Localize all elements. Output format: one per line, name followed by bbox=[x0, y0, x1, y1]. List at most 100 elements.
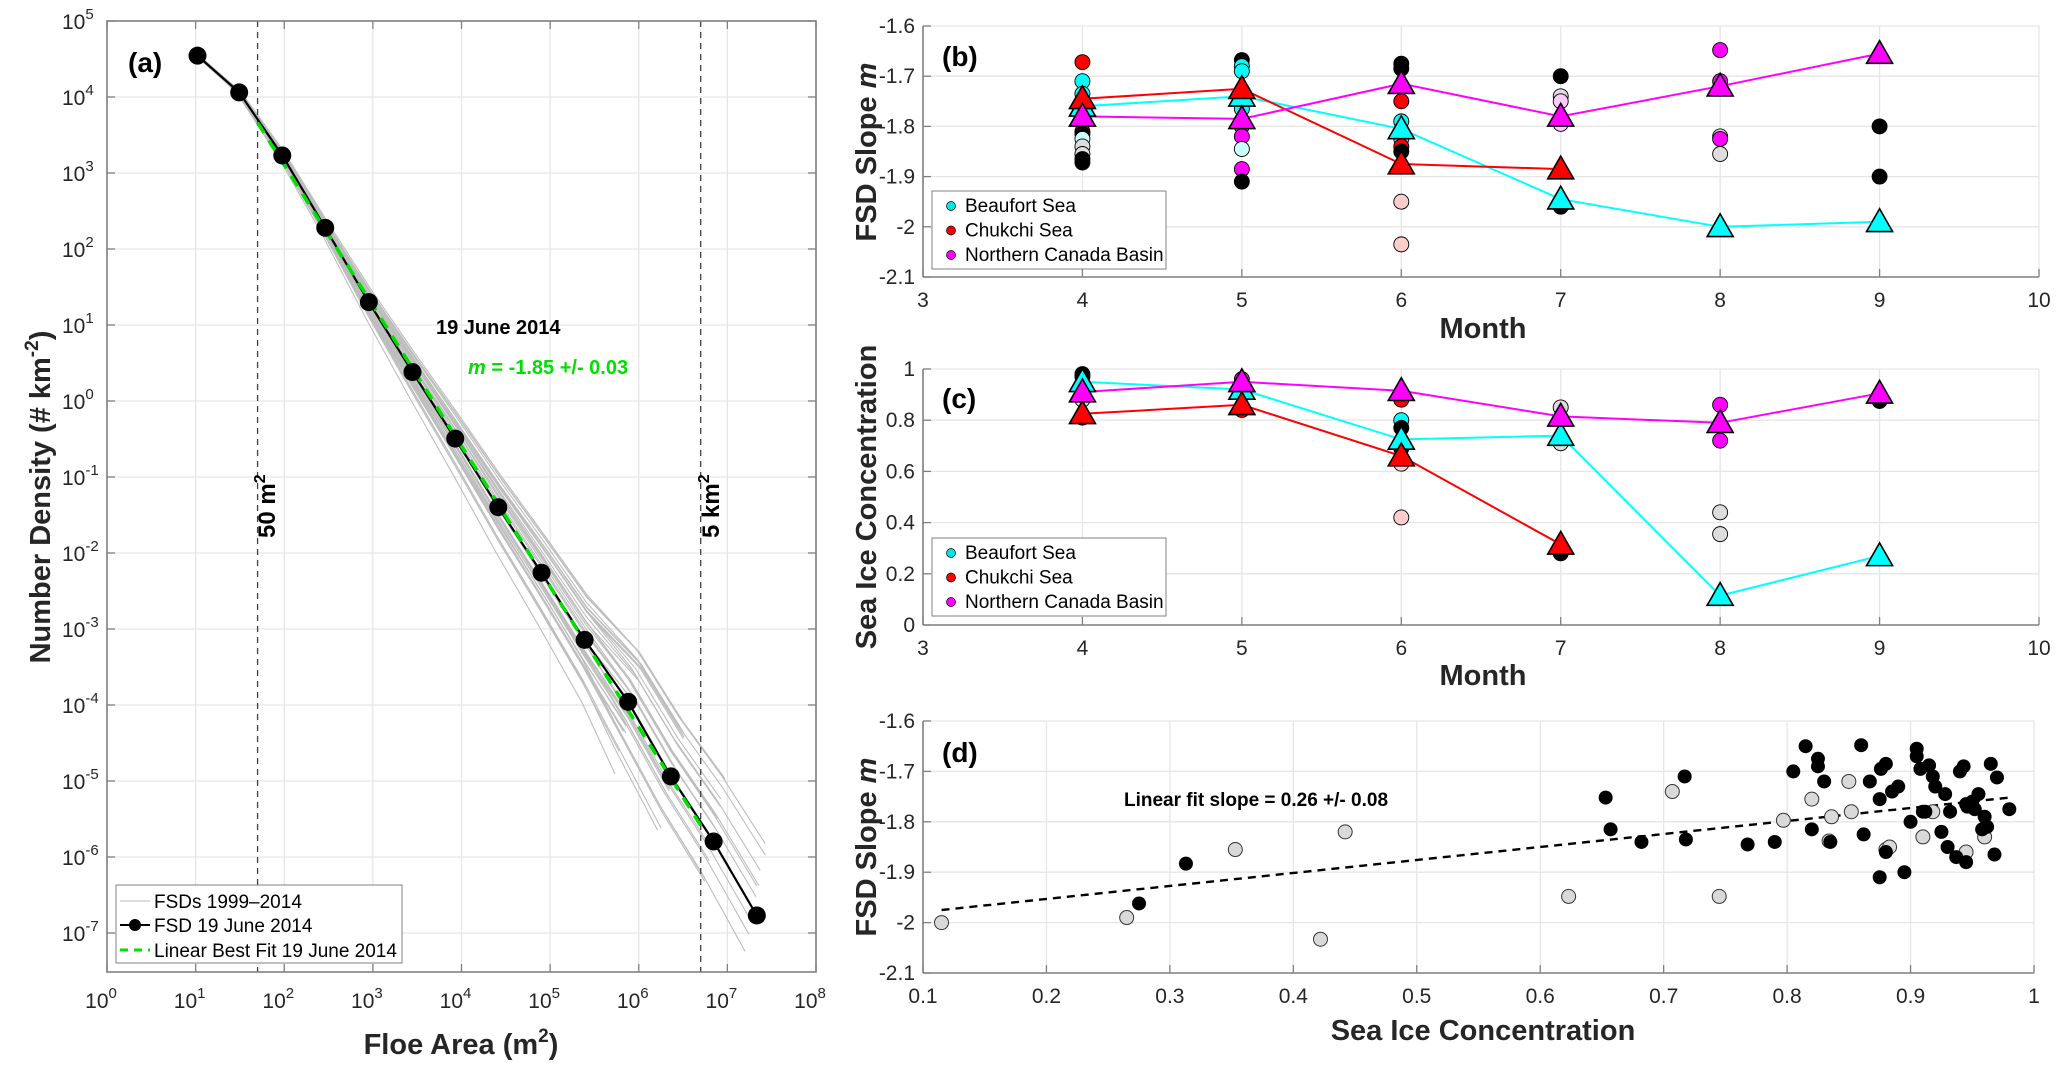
scatter-point-black bbox=[1786, 764, 1801, 779]
tick-label-x: 105 bbox=[528, 985, 560, 1013]
background-fsd-line bbox=[199, 58, 726, 779]
background-fsd-line bbox=[196, 54, 670, 792]
scatter-point-gray bbox=[1337, 824, 1353, 840]
b-legend: Beaufort Sea Chukchi Sea Northern Canada B… bbox=[931, 190, 1167, 270]
series-line bbox=[1082, 380, 1880, 424]
series-triangle-marker bbox=[1865, 541, 1894, 567]
a-legend-item-0: FSDs 1999–2014 bbox=[154, 892, 302, 913]
series-triangle-marker bbox=[1068, 377, 1097, 403]
legend-item-label: Beaufort Sea bbox=[965, 196, 1076, 217]
scatter-point-black bbox=[1872, 792, 1887, 807]
tick-label-x: 10 bbox=[2027, 289, 2050, 312]
series-triangle-marker bbox=[1546, 184, 1576, 210]
tick-label-y: -2 bbox=[896, 912, 915, 935]
upper-cutoff-text: 5 km bbox=[698, 483, 725, 538]
scatter-point-gray bbox=[1804, 791, 1820, 807]
a-axes: 100 101 102 103 104 105 106 107 10810-710-610-51… bbox=[62, 6, 826, 1013]
tick-label-y: 10-3 bbox=[62, 614, 99, 642]
tick-label-x: 0.3 bbox=[1155, 985, 1184, 1008]
legend-marker-icon bbox=[946, 250, 956, 260]
series-line bbox=[1082, 403, 1562, 546]
legend-item-label: Beaufort Sea bbox=[965, 543, 1076, 564]
tick-exponent: 4 bbox=[463, 985, 471, 1002]
monthly-point bbox=[1712, 130, 1729, 147]
panel-a-label: (a) bbox=[128, 47, 162, 78]
tick-exponent: -5 bbox=[85, 766, 98, 783]
tick-exponent: 4 bbox=[85, 82, 93, 99]
background-fsd-line bbox=[195, 52, 620, 752]
tick-label-x: 8 bbox=[1714, 289, 1726, 312]
tick-label-x: 3 bbox=[917, 637, 929, 660]
background-fsd-line bbox=[194, 51, 616, 774]
scatter-point-black bbox=[1798, 739, 1813, 754]
a-xlabel-sup: 2 bbox=[538, 1026, 549, 1047]
tick-label-x: 8 bbox=[1714, 637, 1726, 660]
b-ylabel-italic: m bbox=[851, 63, 883, 89]
monthly-point bbox=[1712, 526, 1729, 543]
tick-label-y: -1.9 bbox=[879, 166, 915, 189]
a-ylabel-text: Number Density (# km bbox=[25, 357, 57, 663]
scatter-point-gray bbox=[1664, 784, 1680, 800]
scatter-point-black bbox=[1677, 769, 1692, 784]
a-ylabel: Number Density (# km-2) bbox=[22, 331, 57, 664]
tick-label-x: 0.8 bbox=[1773, 985, 1802, 1008]
tick-label-y: -1.7 bbox=[879, 65, 915, 88]
d-series bbox=[934, 738, 2017, 947]
series-line bbox=[1082, 87, 1561, 171]
scatter-point-black bbox=[1132, 896, 1147, 911]
tick-label-y: -2.1 bbox=[879, 962, 915, 985]
series-triangle-marker bbox=[1386, 376, 1416, 402]
tick-label-y: 0.4 bbox=[886, 512, 916, 535]
fsd-point bbox=[446, 429, 465, 448]
tick-exponent: -7 bbox=[85, 918, 98, 935]
background-fsd-line bbox=[196, 54, 627, 734]
fsd-point bbox=[704, 832, 723, 851]
fsd-point bbox=[359, 293, 378, 312]
tick-label-x: 0.5 bbox=[1402, 985, 1431, 1008]
series-triangle-marker bbox=[1546, 529, 1576, 555]
tick-label-x: 0.6 bbox=[1526, 985, 1555, 1008]
tick-exponent: 3 bbox=[374, 985, 382, 1002]
background-fsd-line bbox=[198, 57, 766, 844]
scatter-point-black bbox=[1897, 865, 1912, 880]
scatter-point-black bbox=[1983, 756, 1998, 771]
scatter-point-black bbox=[1909, 749, 1924, 764]
monthly-point bbox=[1393, 509, 1410, 526]
scatter-point-black bbox=[1956, 759, 1971, 774]
series-triangle-marker bbox=[1386, 69, 1416, 95]
lower-cutoff-text: 50 m bbox=[254, 483, 281, 538]
scatter-point-black bbox=[1928, 779, 1943, 794]
tick-exponent: -4 bbox=[85, 690, 98, 707]
tick-exponent: -2 bbox=[85, 538, 98, 555]
tick-exponent: 1 bbox=[197, 985, 205, 1002]
tick-label-x: 107 bbox=[706, 985, 738, 1013]
fsd-point bbox=[619, 692, 638, 711]
tick-label-x: 5 bbox=[1236, 289, 1248, 312]
monthly-point bbox=[1074, 54, 1091, 71]
upper-cutoff-sup: 2 bbox=[696, 474, 713, 483]
tick-label-y: 10-2 bbox=[62, 538, 99, 566]
panel-b-label: (b) bbox=[942, 41, 978, 72]
scatter-point-black bbox=[1872, 870, 1887, 885]
series-triangle-marker bbox=[1865, 378, 1894, 404]
c-axes: 3 4 5 6 7 8 9 10 0 0.2 0.4 0.6 0.8 1 bbox=[886, 358, 2051, 660]
a-slope-symbol: m bbox=[468, 357, 486, 379]
series-triangle-marker bbox=[1705, 71, 1735, 97]
monthly-point bbox=[1233, 141, 1250, 157]
linear-fit-line bbox=[941, 796, 2010, 912]
tick-exponent: 3 bbox=[85, 158, 93, 175]
fsd-point bbox=[532, 563, 551, 582]
series-triangle-marker bbox=[1386, 149, 1416, 175]
tick-label-y: -1.6 bbox=[879, 710, 915, 733]
scatter-point-black bbox=[1603, 822, 1618, 837]
tick-label-x: 106 bbox=[617, 985, 649, 1013]
monthly-point bbox=[1712, 504, 1729, 521]
tick-label-y: 1 bbox=[903, 358, 915, 381]
scatter-point-black bbox=[1959, 855, 1974, 870]
background-fsd-line bbox=[196, 53, 710, 861]
tick-label-y: 0.2 bbox=[886, 563, 915, 586]
scatter-point-black bbox=[1817, 774, 1832, 789]
monthly-point bbox=[1074, 154, 1091, 171]
series-triangle-marker bbox=[1546, 101, 1576, 127]
series-triangle-marker bbox=[1068, 101, 1097, 127]
